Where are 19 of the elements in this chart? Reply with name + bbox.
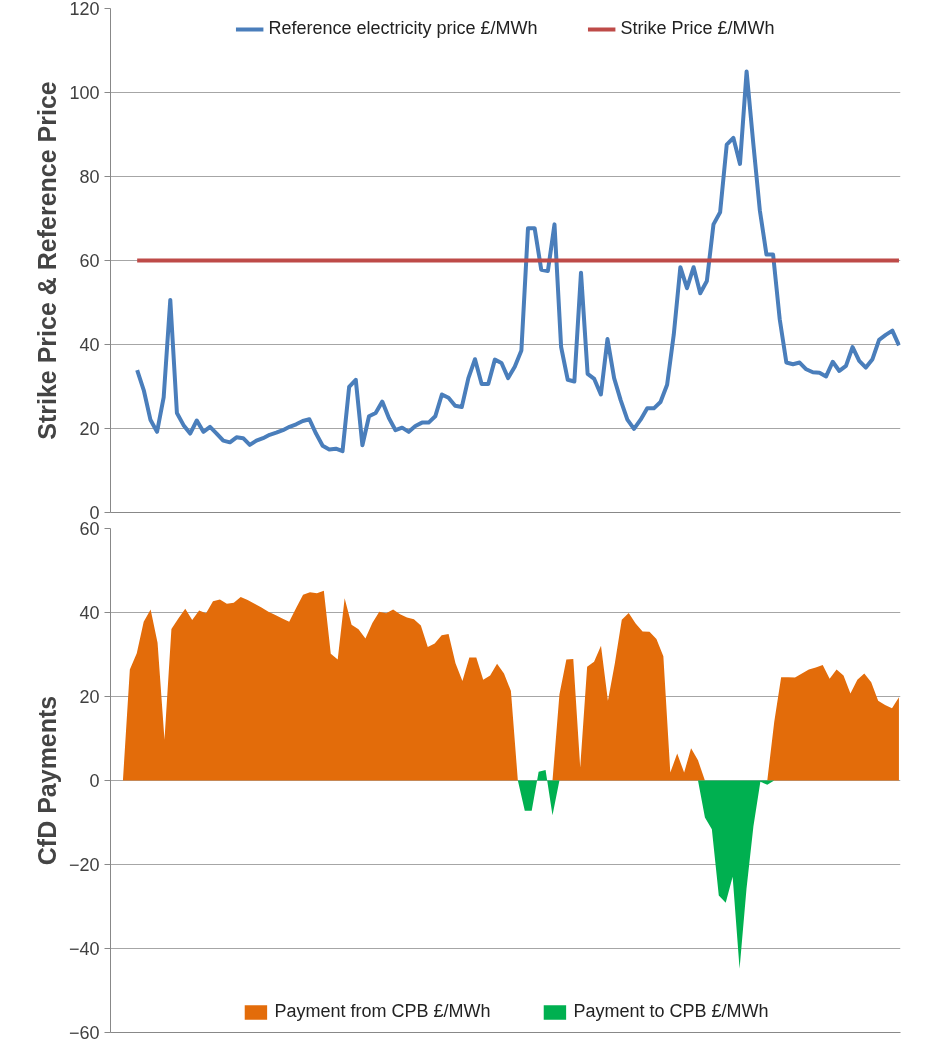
legend-label: Payment from CPB £/MWh bbox=[274, 1001, 491, 1022]
y-tick-label: 80 bbox=[79, 167, 100, 187]
y-axis-title: CfD Payments bbox=[32, 695, 61, 866]
line-series bbox=[135, 69, 901, 454]
y-tick-label: −20 bbox=[68, 855, 100, 875]
y-tick-label: 120 bbox=[69, 0, 100, 19]
legend-label: Reference electricity price £/MWh bbox=[268, 18, 538, 39]
legend-label: Strike Price £/MWh bbox=[620, 18, 775, 39]
y-axis-title: Strike Price & Reference Price bbox=[33, 81, 62, 440]
y-tick-label: 100 bbox=[69, 83, 100, 103]
y-tick-label: 0 bbox=[89, 771, 100, 791]
y-tick-label: 40 bbox=[79, 335, 100, 355]
y-tick-label: −60 bbox=[68, 1023, 100, 1043]
y-tick-label: 20 bbox=[79, 419, 100, 439]
legend-label: Payment to CPB £/MWh bbox=[573, 1001, 769, 1022]
y-tick-label: −40 bbox=[68, 939, 100, 959]
y-tick-label: 20 bbox=[79, 687, 100, 707]
y-tick-label: 40 bbox=[79, 603, 100, 623]
y-tick-label: 60 bbox=[79, 251, 100, 271]
